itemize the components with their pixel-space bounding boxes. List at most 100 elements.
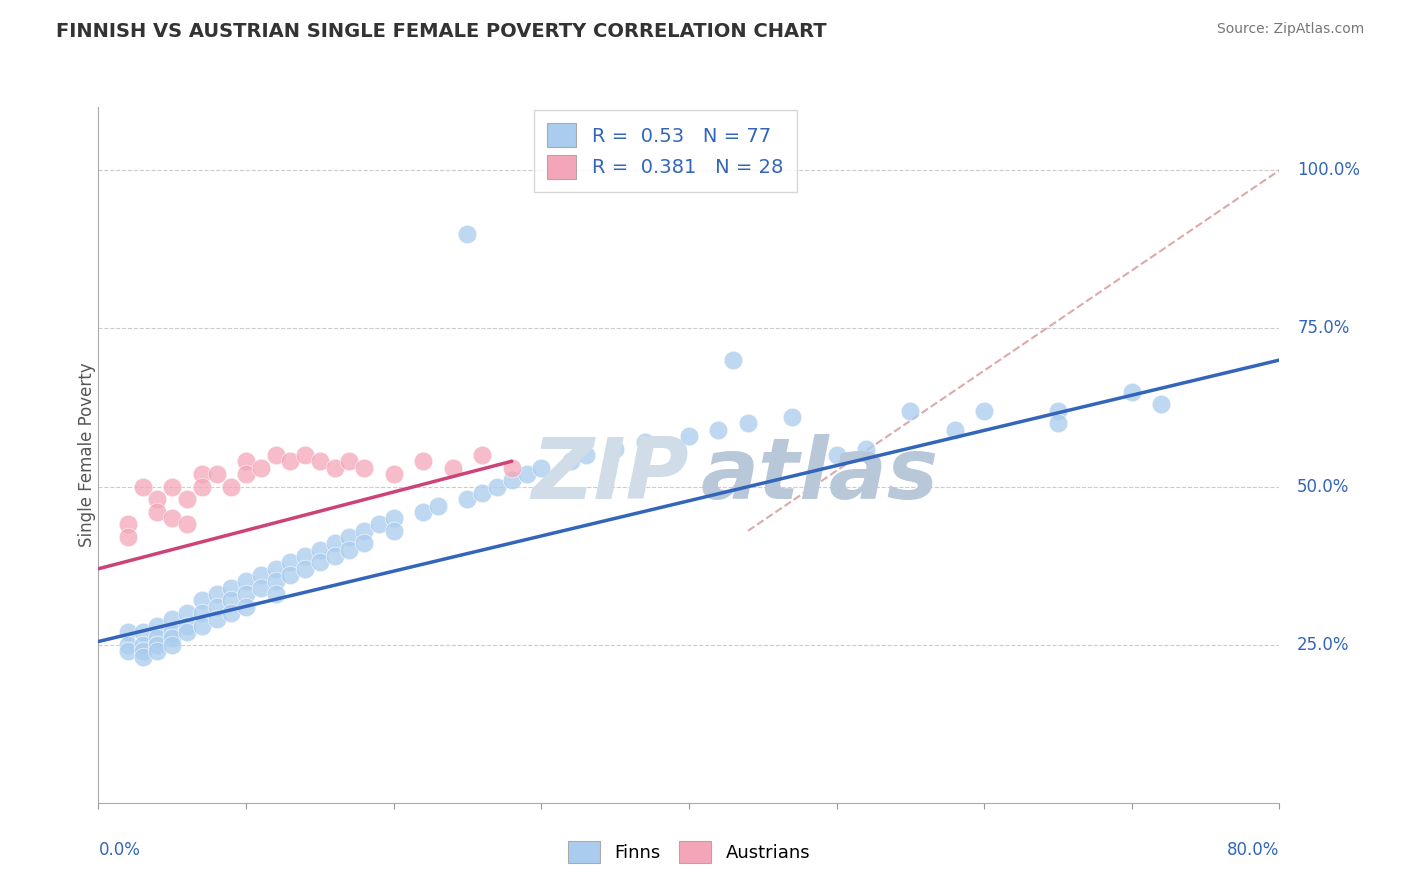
Text: ZIP: ZIP [531,434,689,517]
Text: 50.0%: 50.0% [1298,477,1350,496]
Point [294,549,316,563]
Point [191,593,214,607]
Point [412,454,434,468]
Point [250,581,273,595]
Point [132,625,155,640]
Point [721,353,744,368]
Point [176,625,198,640]
Point [382,524,405,538]
Point [825,448,848,462]
Point [337,454,360,468]
Point [633,435,655,450]
Point [973,403,995,417]
Point [264,448,287,462]
Point [162,479,183,493]
Point [146,644,169,658]
Point [456,227,478,241]
Point [323,536,346,550]
Text: 0.0%: 0.0% [98,841,141,859]
Point [205,587,228,601]
Point [235,454,257,468]
Text: 80.0%: 80.0% [1227,841,1279,859]
Point [205,467,228,481]
Point [205,612,228,626]
Text: atlas: atlas [700,434,939,517]
Point [1046,403,1069,417]
Point [191,618,214,632]
Point [162,638,183,652]
Point [309,542,332,557]
Legend: Finns, Austrians: Finns, Austrians [557,830,821,874]
Point [264,574,287,589]
Text: 75.0%: 75.0% [1298,319,1350,337]
Point [264,587,287,601]
Point [219,606,242,620]
Point [250,460,273,475]
Point [353,460,375,475]
Point [162,625,183,640]
Point [412,505,434,519]
Point [900,403,922,417]
Point [146,638,169,652]
Text: FINNISH VS AUSTRIAN SINGLE FEMALE POVERTY CORRELATION CHART: FINNISH VS AUSTRIAN SINGLE FEMALE POVERT… [56,22,827,41]
Point [943,423,966,437]
Point [530,460,553,475]
Point [146,505,169,519]
Point [132,644,155,658]
Point [707,423,730,437]
Point [146,618,169,632]
Point [176,492,198,507]
Point [278,568,302,582]
Point [782,409,804,424]
Point [560,454,582,468]
Point [117,625,139,640]
Point [574,448,596,462]
Point [471,486,494,500]
Point [235,467,257,481]
Point [191,467,214,481]
Point [176,606,198,620]
Point [219,479,242,493]
Point [219,593,242,607]
Point [353,524,375,538]
Point [737,417,759,431]
Point [323,460,346,475]
Point [382,511,405,525]
Point [235,599,257,614]
Point [191,479,214,493]
Point [191,606,214,620]
Point [427,499,450,513]
Point [146,492,169,507]
Point [515,467,537,481]
Text: Source: ZipAtlas.com: Source: ZipAtlas.com [1216,22,1364,37]
Point [501,473,523,487]
Point [132,638,155,652]
Point [117,517,139,532]
Point [250,568,273,582]
Point [605,442,627,456]
Point [278,454,302,468]
Point [117,530,139,544]
Point [294,448,316,462]
Point [309,556,332,570]
Point [309,454,332,468]
Point [471,448,494,462]
Point [176,618,198,632]
Point [294,562,316,576]
Point [323,549,346,563]
Point [219,581,242,595]
Point [117,644,139,658]
Point [235,587,257,601]
Point [1046,417,1069,431]
Point [855,442,877,456]
Point [1121,384,1143,399]
Point [678,429,700,443]
Point [117,638,139,652]
Point [441,460,464,475]
Point [205,599,228,614]
Point [486,479,509,493]
Point [337,542,360,557]
Point [162,612,183,626]
Point [382,467,405,481]
Point [278,556,302,570]
